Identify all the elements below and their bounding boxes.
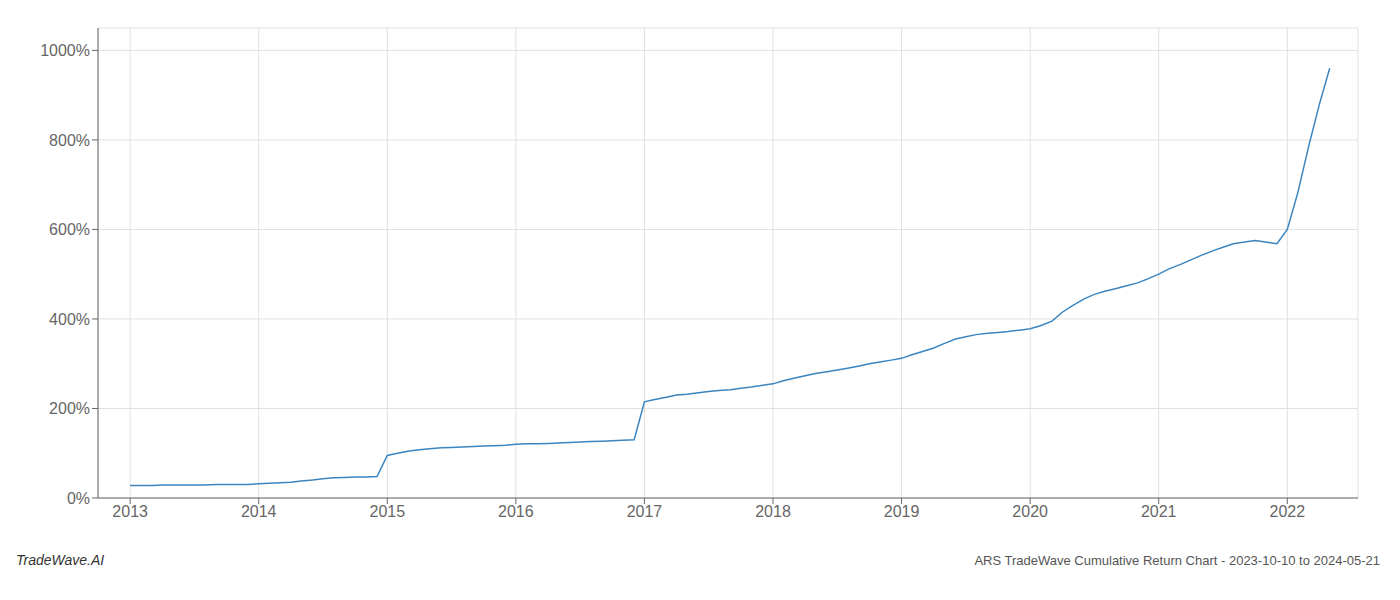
svg-text:200%: 200% [49, 400, 90, 417]
svg-text:400%: 400% [49, 311, 90, 328]
svg-text:1000%: 1000% [40, 42, 90, 59]
svg-text:2022: 2022 [1269, 503, 1305, 520]
svg-text:2018: 2018 [755, 503, 791, 520]
svg-text:2016: 2016 [498, 503, 534, 520]
html-text:TradeWave.AI: TradeWave.AI [16, 552, 105, 568]
svg-text:2013: 2013 [112, 503, 148, 520]
html-text:ARS TradeWave Cumulative Retur: ARS TradeWave Cumulative Return Chart - … [974, 553, 1380, 568]
svg-text:2017: 2017 [627, 503, 663, 520]
svg-text:2014: 2014 [241, 503, 277, 520]
svg-text:0%: 0% [67, 490, 90, 507]
svg-text:2020: 2020 [1012, 503, 1048, 520]
svg-text:800%: 800% [49, 132, 90, 149]
svg-text:600%: 600% [49, 221, 90, 238]
svg-text:2019: 2019 [884, 503, 920, 520]
svg-text:2015: 2015 [369, 503, 405, 520]
svg-text:2021: 2021 [1141, 503, 1177, 520]
